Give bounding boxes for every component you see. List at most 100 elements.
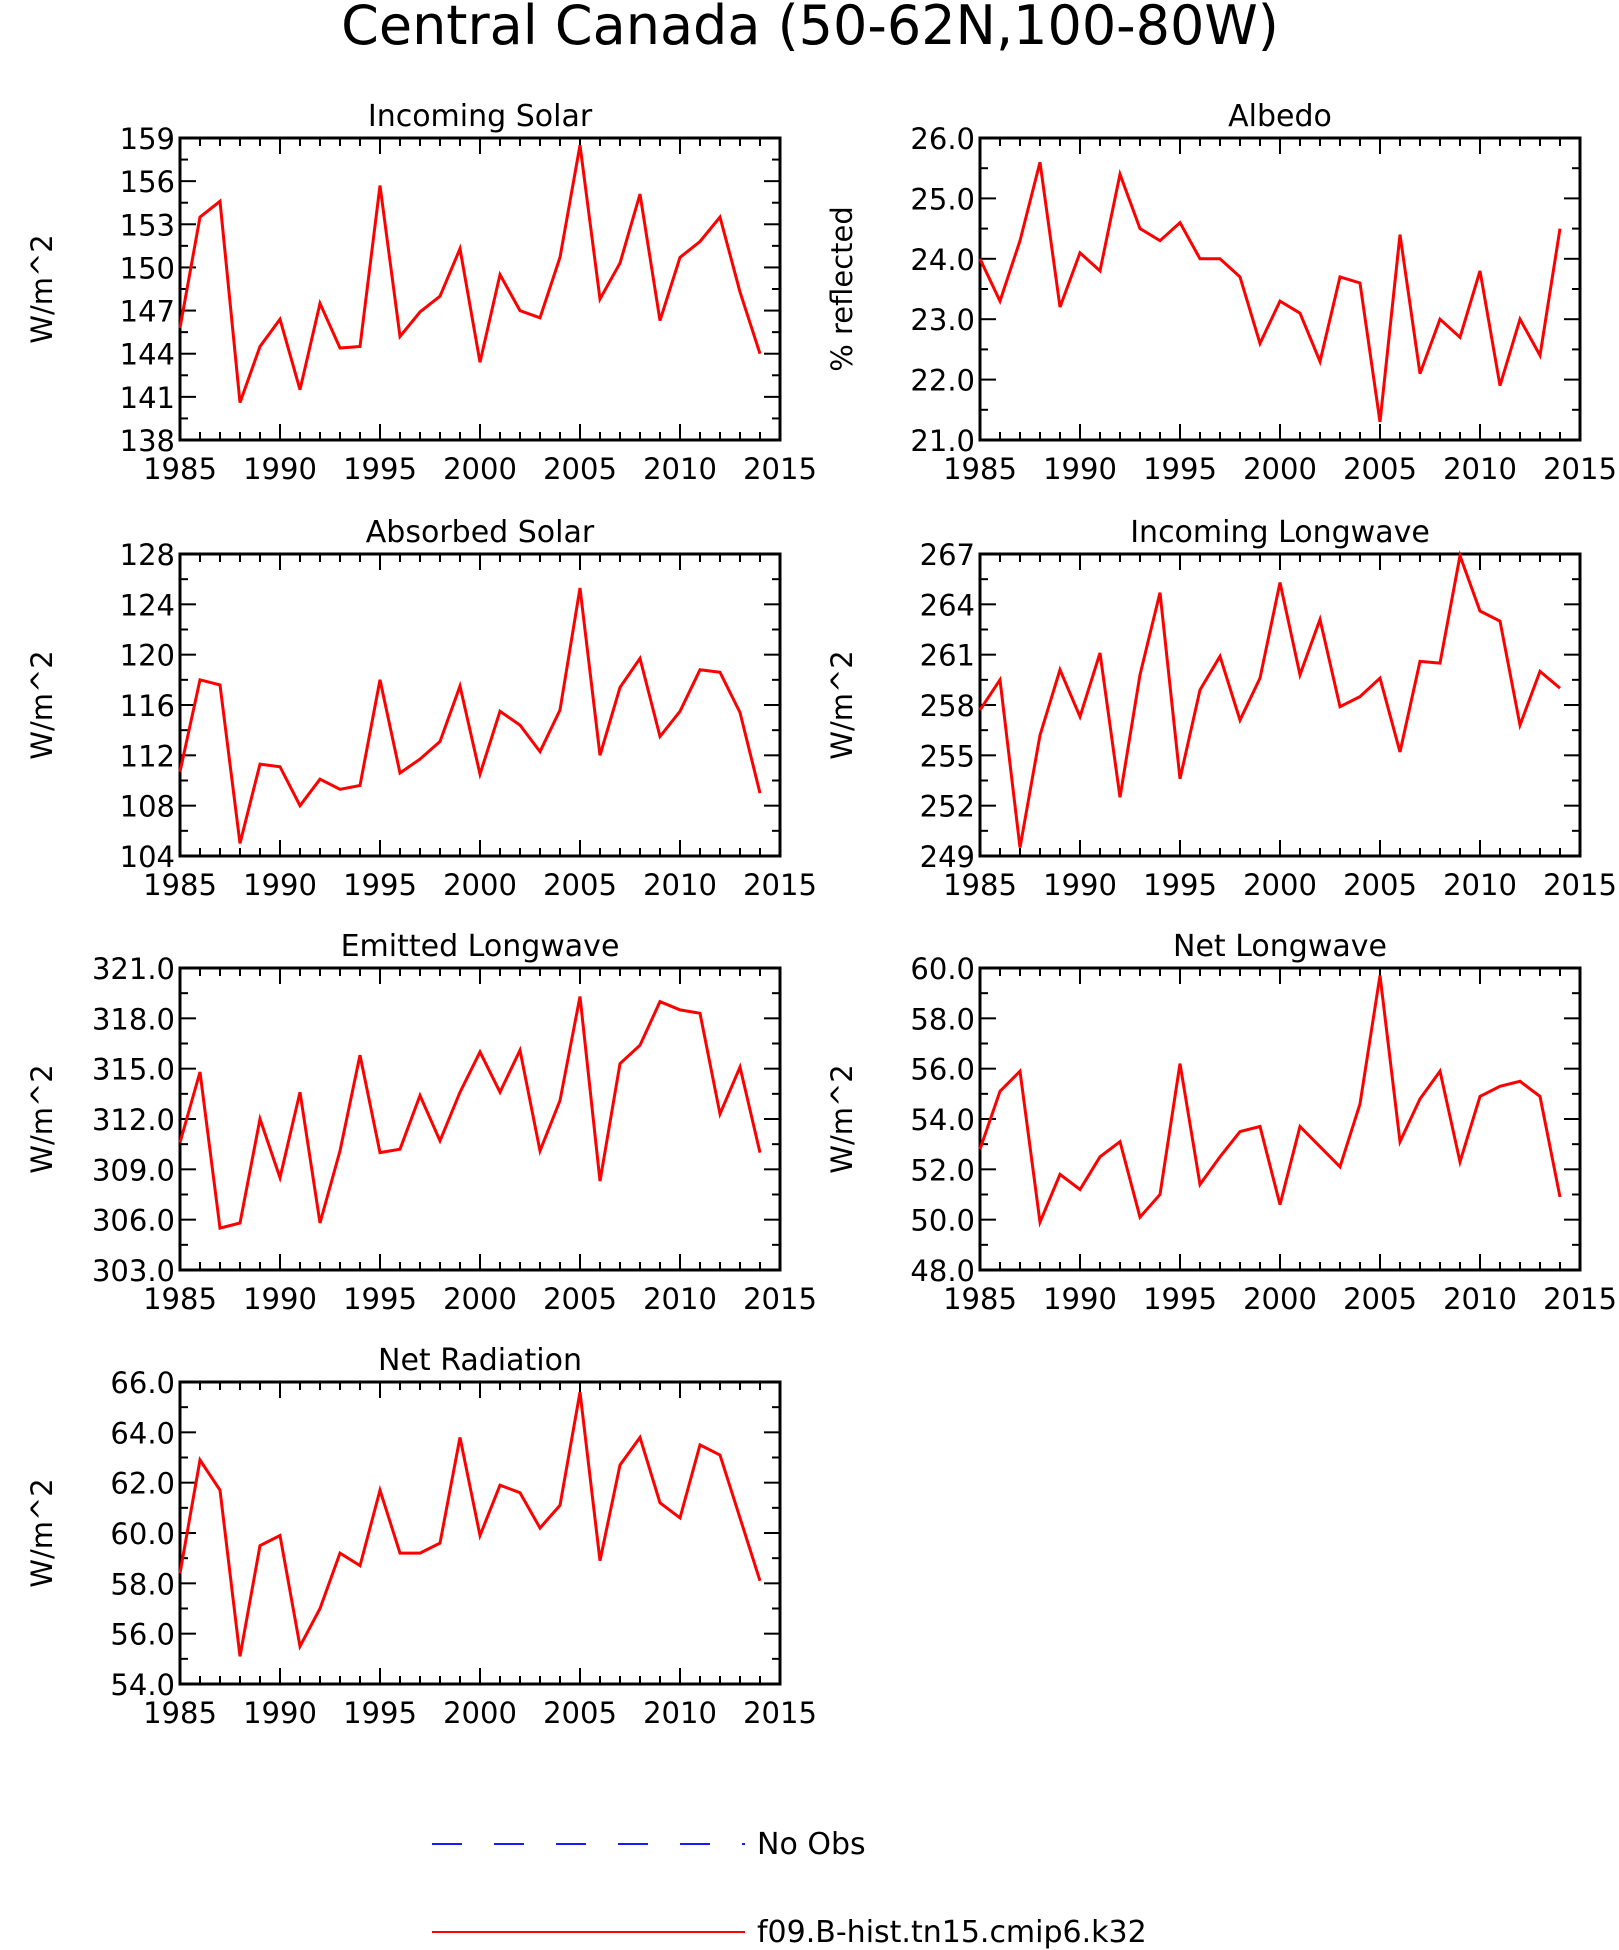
y-tick-label: 156 (120, 165, 175, 199)
y-tick-label: 261 (920, 639, 975, 673)
x-tick-label: 2005 (1343, 868, 1417, 902)
x-tick-label: 2015 (743, 1282, 817, 1316)
x-tick-label: 1985 (943, 452, 1017, 486)
y-axis-label: W/m^2 (825, 1064, 859, 1173)
y-tick-label: 303.0 (92, 1254, 175, 1288)
y-tick-label: 58.0 (910, 1002, 975, 1036)
y-tick-label: 54.0 (910, 1103, 975, 1137)
y-tick-label: 267 (920, 538, 975, 572)
x-tick-label: 1990 (243, 452, 317, 486)
y-tick-label: 124 (120, 588, 175, 622)
y-tick-label: 150 (120, 251, 175, 285)
x-tick-label: 1985 (143, 1282, 217, 1316)
y-tick-label: 56.0 (910, 1053, 975, 1087)
x-tick-label: 2010 (1443, 1282, 1517, 1316)
series-line (978, 550, 1561, 848)
x-tick-label: 2010 (643, 452, 717, 486)
x-tick-label: 2005 (543, 1696, 617, 1730)
x-tick-label: 1995 (343, 868, 417, 902)
x-tick-label: 1990 (243, 1282, 317, 1316)
y-tick-label: 309.0 (92, 1153, 175, 1187)
series-line (178, 996, 762, 1230)
x-tick-label: 2000 (1243, 452, 1317, 486)
y-tick-label: 62.0 (110, 1467, 175, 1501)
series-line (178, 144, 762, 404)
legend-label-model: f09.B-hist.tn15.cmip6.k32 (757, 1915, 1147, 1950)
x-tick-label: 1995 (343, 452, 417, 486)
y-tick-label: 138 (120, 424, 175, 458)
panel-title: Incoming Solar (368, 99, 593, 134)
chart-panels: Incoming Solar W/m^2 1985 1990 1995 2000 2005 2… (25, 99, 1617, 1730)
x-tick-label: 2010 (1443, 868, 1517, 902)
plot-frame (178, 136, 782, 442)
plot-frame (978, 966, 1582, 1272)
x-tick-label: 2005 (1343, 1282, 1417, 1316)
panel-title: Albedo (1228, 99, 1332, 134)
panel-absorbed-solar: Absorbed Solar W/m^2 1985 1990 1995 2000 2005 2… (25, 515, 817, 902)
x-tick-label: 2015 (743, 868, 817, 902)
y-axis-label: W/m^2 (25, 1478, 59, 1587)
series-line (978, 975, 1562, 1228)
figure-title: Central Canada (50-62N,100-80W) (341, 0, 1279, 57)
y-tick-label: 54.0 (110, 1668, 175, 1702)
x-tick-label: 1995 (1143, 452, 1217, 486)
y-tick-label: 66.0 (110, 1366, 175, 1400)
x-tick-label: 2005 (543, 868, 617, 902)
y-tick-label: 50.0 (910, 1204, 975, 1238)
x-tick-label: 1995 (1143, 868, 1217, 902)
panel-title: Net Radiation (378, 1343, 582, 1378)
legend: No Obs f09.B-hist.tn15.cmip6.k32 (432, 1827, 1147, 1950)
x-tick-label: 1990 (1043, 452, 1117, 486)
x-tick-label: 2005 (543, 452, 617, 486)
plot-frame (178, 552, 782, 858)
x-tick-label: 1990 (243, 1696, 317, 1730)
x-tick-label: 1985 (143, 1696, 217, 1730)
panel-incoming-longwave: Incoming Longwave W/m^2 1985 1990 1995 2000 20… (825, 515, 1617, 902)
x-tick-label: 1995 (1143, 1282, 1217, 1316)
plot-frame (178, 966, 782, 1272)
y-tick-label: 144 (120, 338, 175, 372)
y-axis-label: W/m^2 (25, 234, 59, 343)
x-tick-label: 2010 (643, 868, 717, 902)
x-tick-label: 1995 (343, 1696, 417, 1730)
x-tick-label: 2015 (1543, 1282, 1617, 1316)
x-tick-label: 2000 (443, 1282, 517, 1316)
y-tick-label: 26.0 (910, 122, 975, 156)
y-tick-label: 104 (120, 840, 175, 874)
y-tick-label: 312.0 (92, 1103, 175, 1137)
panel-net-longwave: Net Longwave W/m^2 1985 1990 1995 2000 2005 201… (825, 929, 1617, 1316)
x-tick-label: 1990 (1043, 1282, 1117, 1316)
x-tick-label: 2015 (743, 1696, 817, 1730)
x-tick-label: 1985 (943, 868, 1017, 902)
y-axis-label: W/m^2 (25, 650, 59, 759)
y-tick-label: 52.0 (910, 1153, 975, 1187)
plot-frame (978, 136, 1582, 442)
x-tick-label: 2010 (643, 1696, 717, 1730)
y-tick-label: 318.0 (92, 1002, 175, 1036)
y-tick-label: 23.0 (910, 303, 975, 337)
y-tick-label: 315.0 (92, 1053, 175, 1087)
legend-label-no-obs: No Obs (757, 1827, 866, 1862)
series-line (178, 1391, 762, 1657)
y-tick-label: 264 (920, 588, 975, 622)
y-tick-label: 116 (120, 689, 175, 723)
y-tick-label: 60.0 (910, 952, 975, 986)
y-tick-label: 321.0 (92, 952, 175, 986)
panel-incoming-solar: Incoming Solar W/m^2 1985 1990 1995 2000 2005 2… (25, 99, 817, 486)
y-tick-label: 112 (120, 739, 175, 773)
y-tick-label: 141 (120, 381, 175, 415)
y-tick-label: 60.0 (110, 1517, 175, 1551)
panel-emitted-longwave: Emitted Longwave W/m^2 1985 1990 1995 2000 200… (25, 929, 817, 1316)
panel-net-radiation: Net Radiation W/m^2 1985 1990 1995 2000 2005 20… (25, 1343, 817, 1730)
x-tick-label: 1990 (243, 868, 317, 902)
panel-title: Incoming Longwave (1130, 515, 1430, 550)
y-tick-label: 24.0 (910, 243, 975, 277)
y-tick-label: 252 (920, 790, 975, 824)
y-tick-label: 147 (120, 295, 175, 329)
plot-frame (978, 552, 1582, 858)
series-line (978, 161, 1562, 423)
panel-title: Absorbed Solar (366, 515, 595, 550)
x-tick-label: 1990 (1043, 868, 1117, 902)
y-tick-label: 48.0 (910, 1254, 975, 1288)
